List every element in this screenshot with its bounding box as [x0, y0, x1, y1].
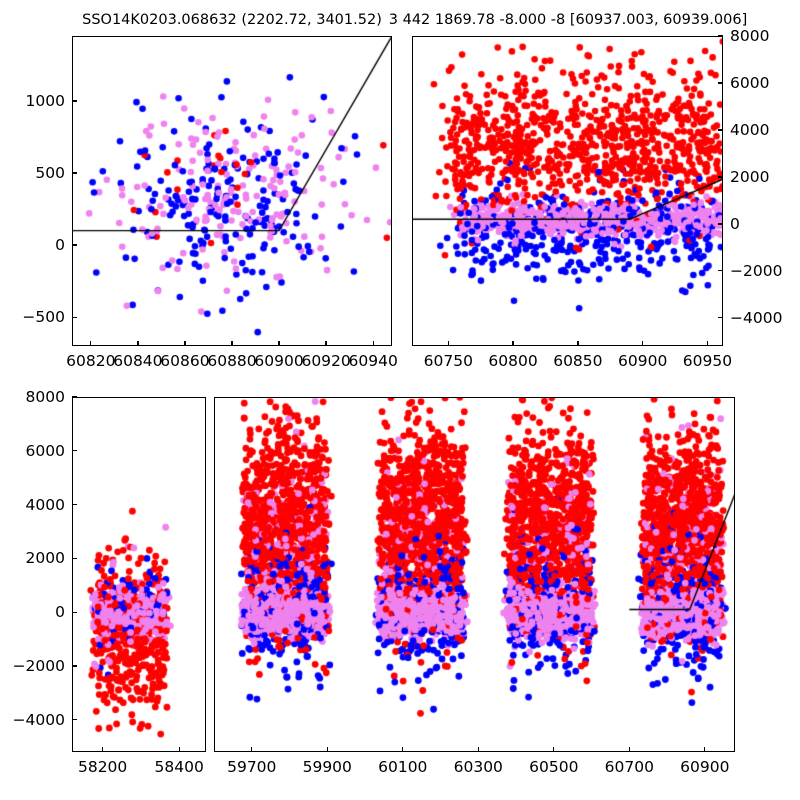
y-tick-label: 8000: [25, 388, 65, 406]
y-tickmark: [72, 316, 77, 318]
scatter-canvas-top-left: [72, 36, 392, 346]
x-tickmark: [447, 341, 449, 346]
x-tick-label: 60900: [680, 758, 730, 776]
y-tickmark: [72, 719, 77, 721]
scatter-canvas-bottom-b: [214, 397, 735, 752]
x-tickmark: [642, 341, 644, 346]
x-tick-label: 60800: [488, 352, 538, 370]
x-tick-label: 60880: [207, 352, 257, 370]
x-tickmark: [90, 341, 92, 346]
x-tick-label: 59900: [302, 758, 352, 776]
x-tick-label: 60860: [160, 352, 210, 370]
x-tick-label: 58400: [154, 758, 204, 776]
panel-title-top-right: 3 442 1869.78 -8.000 -8 [60937.003, 6093…: [388, 12, 748, 28]
y-tick-label: −4000: [730, 308, 783, 327]
x-tickmark: [553, 747, 555, 752]
x-tickmark: [231, 341, 233, 346]
x-tick-label: 59700: [227, 758, 277, 776]
y-tickmark: [718, 317, 723, 319]
y-tickmark: [72, 100, 77, 102]
y-tick-label: −2000: [730, 261, 783, 280]
x-tickmark: [178, 747, 180, 752]
y-tick-label: 0: [55, 236, 65, 255]
x-tick-label: 60300: [453, 758, 503, 776]
y-tick-label: 1000: [25, 91, 65, 110]
y-tick-label: 6000: [25, 441, 65, 460]
x-tickmark: [101, 747, 104, 752]
panel-top-left: [72, 36, 392, 346]
x-tick-label: 60940: [348, 352, 398, 370]
x-tick-label: 60100: [378, 758, 428, 776]
x-tickmark: [325, 341, 327, 346]
x-tickmark: [372, 341, 374, 346]
x-tick-label: 60820: [66, 352, 116, 370]
y-tickmark: [72, 396, 77, 398]
x-tick-label: 60900: [618, 352, 668, 370]
y-tick-label: 2000: [730, 167, 770, 186]
y-tickmark: [718, 82, 723, 84]
x-tick-label: 58200: [77, 758, 128, 776]
scatter-canvas-top-right: [412, 36, 723, 346]
x-tick-label: 60700: [604, 758, 654, 776]
y-tick-label: 8000: [730, 27, 770, 45]
y-tick-label: −2000: [12, 656, 65, 675]
y-tick-label: 2000: [25, 549, 65, 568]
y-tickmark: [72, 665, 77, 667]
x-tickmark: [137, 341, 139, 346]
y-tick-label: 0: [55, 603, 65, 622]
y-tick-label: 4000: [25, 495, 65, 514]
y-tickmark: [72, 557, 77, 559]
x-tick-label: 60950: [682, 352, 733, 370]
y-tickmark: [718, 270, 723, 272]
x-tick-label: 60500: [529, 758, 579, 776]
y-tick-label: 0: [730, 214, 740, 233]
x-tickmark: [251, 747, 253, 752]
x-tickmark: [512, 341, 514, 346]
y-tickmark: [72, 172, 77, 174]
panel-bottom-segment-a: [72, 397, 206, 752]
x-tickmark: [278, 341, 280, 346]
x-tickmark: [577, 341, 579, 346]
scatter-canvas-bottom-a: [72, 397, 206, 752]
x-tickmark: [628, 747, 630, 752]
y-tickmark: [72, 503, 77, 506]
y-tickmark: [72, 244, 77, 246]
x-tickmark: [184, 341, 186, 346]
x-tickmark: [402, 747, 404, 752]
panel-title-top-left: SSO14K0203.068632 (2202.72, 3401.52): [82, 12, 382, 28]
x-tick-label: 60850: [553, 352, 603, 370]
x-tick-label: 60840: [113, 352, 163, 370]
y-tick-label: −4000: [12, 710, 65, 729]
y-tick-label: 500: [35, 163, 65, 182]
y-tickmark: [718, 176, 723, 178]
x-tick-label: 60750: [423, 352, 473, 370]
x-tick-label: 60920: [301, 352, 351, 370]
panel-bottom-segment-b: [214, 397, 735, 752]
panel-top-right: [412, 36, 723, 346]
y-tickmark: [718, 223, 723, 225]
x-tick-label: 60900: [254, 352, 304, 370]
y-tickmark: [72, 450, 77, 452]
y-tick-label: 6000: [730, 73, 770, 92]
y-tick-label: 4000: [730, 120, 770, 139]
y-tickmark: [718, 35, 723, 37]
y-tickmark: [72, 611, 77, 613]
y-tickmark: [718, 129, 723, 131]
x-tickmark: [326, 747, 328, 752]
x-tickmark: [706, 341, 709, 346]
y-tick-label: −500: [22, 308, 65, 327]
x-tickmark: [477, 747, 479, 752]
x-tickmark: [704, 747, 706, 752]
